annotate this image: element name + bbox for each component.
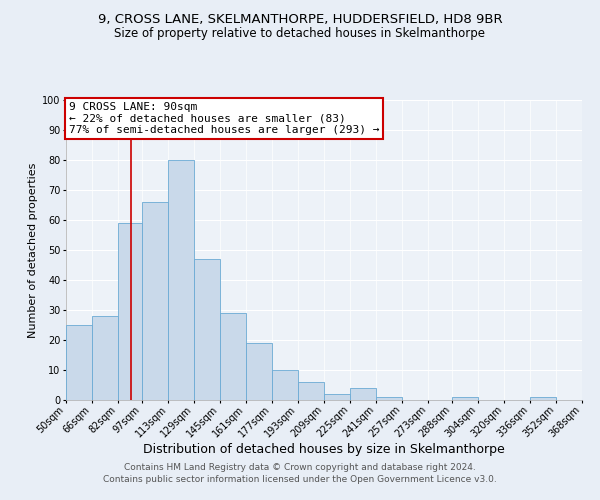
Bar (350, 388, 376, 400)
Bar (324, 394, 350, 400)
Bar (220, 313, 246, 400)
Bar (92, 316, 118, 400)
Bar (530, 397, 556, 400)
Bar (118, 223, 142, 400)
Bar (452, 397, 478, 400)
Text: 9, CROSS LANE, SKELMANTHORPE, HUDDERSFIELD, HD8 9BR: 9, CROSS LANE, SKELMANTHORPE, HUDDERSFIE… (98, 12, 502, 26)
Bar (298, 382, 324, 400)
Y-axis label: Number of detached properties: Number of detached properties (28, 162, 38, 338)
Text: Contains HM Land Registry data © Crown copyright and database right 2024.: Contains HM Land Registry data © Crown c… (124, 464, 476, 472)
Bar (376, 397, 402, 400)
Bar (142, 202, 168, 400)
Bar (246, 343, 272, 400)
X-axis label: Distribution of detached houses by size in Skelmanthorpe: Distribution of detached houses by size … (143, 444, 505, 456)
Bar (194, 259, 220, 400)
Bar (168, 160, 194, 400)
Bar (272, 370, 298, 400)
Bar (66, 325, 92, 400)
Text: 9 CROSS LANE: 90sqm
← 22% of detached houses are smaller (83)
77% of semi-detach: 9 CROSS LANE: 90sqm ← 22% of detached ho… (68, 102, 379, 134)
Text: Contains public sector information licensed under the Open Government Licence v3: Contains public sector information licen… (103, 475, 497, 484)
Text: Size of property relative to detached houses in Skelmanthorpe: Size of property relative to detached ho… (115, 28, 485, 40)
